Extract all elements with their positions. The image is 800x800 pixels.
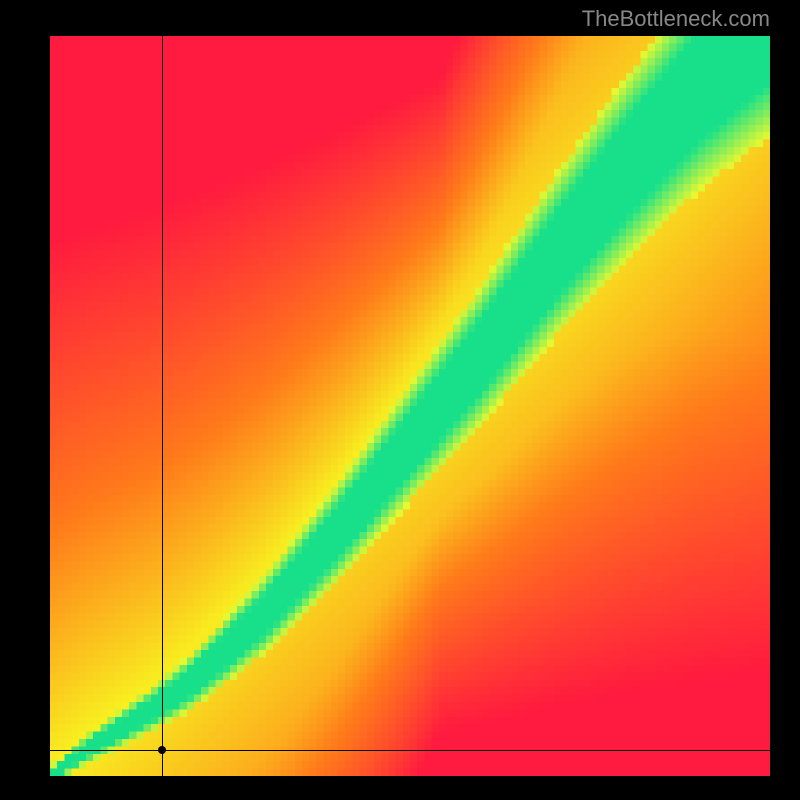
- watermark-text: TheBottleneck.com: [582, 6, 770, 32]
- heatmap-plot: [50, 36, 770, 776]
- crosshair-dot: [158, 746, 166, 754]
- heatmap-canvas: [50, 36, 770, 776]
- crosshair-vertical: [162, 36, 163, 776]
